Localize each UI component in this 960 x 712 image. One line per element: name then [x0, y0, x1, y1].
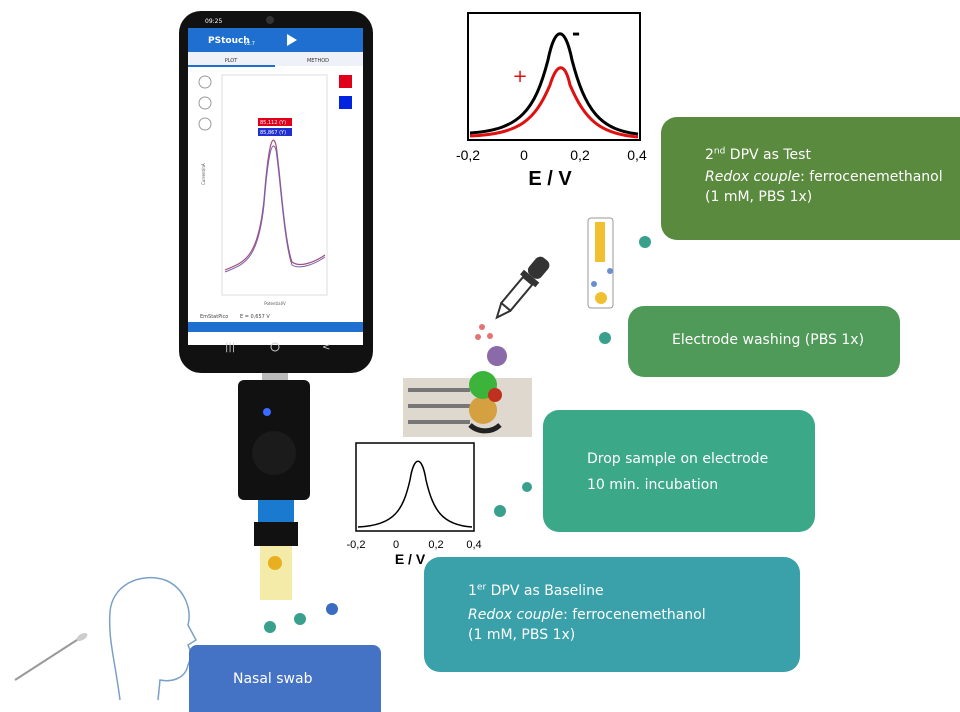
step-box: 2nd DPV as Test Redox couple: ferrocenem…	[661, 117, 960, 240]
italic-text: Redox couple	[468, 607, 564, 623]
x-tick-label: 0	[520, 147, 528, 163]
status: EmStatPico	[200, 314, 228, 320]
svg-text:<: <	[322, 342, 330, 353]
svg-text:|||: |||	[225, 342, 235, 353]
x-tick-label: 0,2	[570, 147, 590, 163]
step-text: : ferrocenemethanol	[563, 607, 706, 623]
x-tick-label: -0,2	[347, 539, 366, 551]
italic-text: Redox couple	[705, 169, 801, 185]
screen	[188, 28, 363, 345]
app-name: PStouch	[208, 36, 250, 46]
step-text: Nasal swab	[233, 671, 313, 687]
x-axis-label: E / V	[528, 168, 572, 190]
y-axis-label: Current/nA	[201, 163, 206, 185]
tab[interactable]: PLOT	[225, 58, 239, 64]
step-text: 10 min. incubation	[587, 477, 719, 493]
x-axis-label: Potential/V	[264, 301, 286, 306]
step-text: Drop sample on electrode	[587, 451, 769, 467]
step-text: Electrode washing (PBS 1x)	[672, 332, 865, 348]
x-tick-label: -0,2	[456, 147, 480, 163]
x-tick-label: 0,4	[466, 539, 481, 551]
marker: +	[512, 66, 527, 87]
step-text: : ferrocenemethanol	[800, 169, 943, 185]
x-axis-label: E / V	[395, 551, 426, 567]
step-box: Nasal swab	[189, 645, 381, 712]
step-box: 1er DPV as Baseline Redox couple: ferroc…	[424, 557, 800, 672]
step-title: 1	[468, 583, 477, 599]
x-tick-label: 0,4	[627, 147, 647, 163]
superscript: er	[476, 582, 487, 593]
marker: -	[572, 21, 580, 45]
step-title: 2	[705, 147, 714, 163]
readout: 85,112 (Y)	[260, 120, 286, 126]
step-box: Drop sample on electrode 10 min. incubat…	[543, 410, 815, 532]
step-text: (1 mM, PBS 1x)	[468, 627, 576, 643]
status: E = 0,657 V	[240, 314, 270, 320]
app-bar	[188, 28, 363, 52]
step-text: (1 mM, PBS 1x)	[705, 189, 813, 205]
time: 09:25	[205, 18, 222, 25]
tab[interactable]: METHOD	[307, 58, 329, 64]
x-tick-label: 0	[393, 539, 399, 551]
superscript: nd	[713, 146, 726, 157]
step-title: DPV as Test	[725, 147, 811, 163]
version: v2.7	[244, 41, 255, 47]
readout: 85,867 (Y)	[260, 130, 286, 136]
x-tick-label: 0,2	[428, 539, 443, 551]
step-box: Electrode washing (PBS 1x)	[628, 306, 900, 377]
step-title: DPV as Baseline	[486, 583, 604, 599]
